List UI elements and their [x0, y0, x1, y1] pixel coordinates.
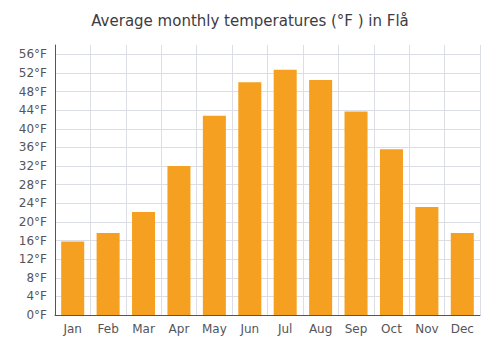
- svg-text:Jan: Jan: [62, 322, 82, 336]
- svg-text:8°F: 8°F: [26, 271, 47, 285]
- svg-text:44°F: 44°F: [19, 103, 47, 117]
- svg-text:12°F: 12°F: [19, 252, 47, 266]
- svg-text:Sep: Sep: [345, 322, 368, 336]
- svg-text:40°F: 40°F: [19, 122, 47, 136]
- svg-text:Nov: Nov: [415, 322, 438, 336]
- svg-text:Oct: Oct: [381, 322, 402, 336]
- svg-text:52°F: 52°F: [19, 66, 47, 80]
- svg-text:May: May: [202, 322, 227, 336]
- svg-text:24°F: 24°F: [19, 196, 47, 210]
- svg-text:0°F: 0°F: [26, 308, 47, 322]
- svg-text:Aug: Aug: [309, 322, 332, 336]
- svg-text:Dec: Dec: [451, 322, 474, 336]
- svg-text:32°F: 32°F: [19, 159, 47, 173]
- svg-text:Apr: Apr: [169, 322, 190, 336]
- svg-text:48°F: 48°F: [19, 85, 47, 99]
- svg-text:Mar: Mar: [132, 322, 155, 336]
- svg-text:28°F: 28°F: [19, 178, 47, 192]
- svg-text:36°F: 36°F: [19, 140, 47, 154]
- svg-text:Average monthly temperatures (: Average monthly temperatures (°F ) in Fl…: [91, 12, 409, 30]
- svg-text:Feb: Feb: [98, 322, 119, 336]
- svg-text:Jun: Jun: [239, 322, 259, 336]
- svg-text:4°F: 4°F: [26, 289, 47, 303]
- svg-text:56°F: 56°F: [19, 47, 47, 61]
- svg-text:20°F: 20°F: [19, 215, 47, 229]
- svg-text:16°F: 16°F: [19, 234, 47, 248]
- svg-text:Jul: Jul: [277, 322, 292, 336]
